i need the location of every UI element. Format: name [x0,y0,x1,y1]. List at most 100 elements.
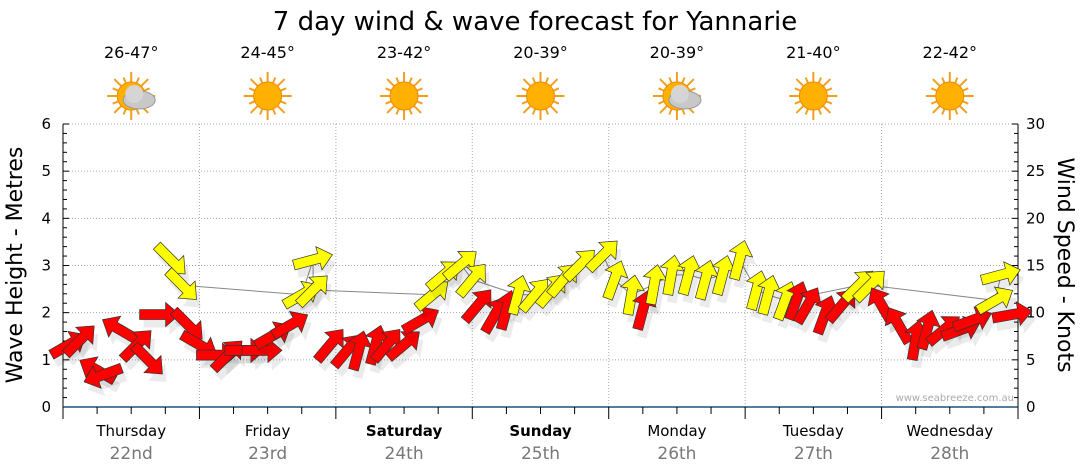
cloud-puff [670,85,689,103]
wind-arrow [974,286,1014,316]
day-label: Friday [245,422,291,440]
partly-cloudy-icon [652,72,702,120]
wind-arrow [460,289,492,325]
sun-ray [548,104,559,114]
sun-disc [798,81,828,111]
sunny-icon [925,72,974,120]
cloud-puff [125,85,144,103]
wind-arrow [728,240,754,281]
sun-disc [389,81,419,111]
wind-arrow [441,251,477,282]
wind-arrow [757,274,782,316]
arrow-shadow [459,272,490,307]
left-tick-label: 5 [41,162,51,180]
sun-ray [113,78,123,88]
wind-arrow [694,259,720,301]
right-axis-label: Wind Speed - Knots [1052,157,1077,372]
sun-ray [412,78,422,88]
day-label: Sunday [509,422,572,440]
date-label: 22nd [110,444,153,464]
day-label: Thursday [95,422,166,440]
wind-arrow [61,325,95,359]
sun-disc [253,81,283,111]
sun-ray [821,78,832,88]
wind-arrow [584,240,618,274]
wind-arrow [385,331,420,362]
sun-ray [958,104,968,114]
sun-ray [659,104,669,114]
temp-range: 22-42° [923,43,978,62]
sun-disc [526,81,555,111]
sun-ray [932,78,942,88]
wind-arrow [506,274,532,316]
sun-disc [935,81,965,111]
date-label: 24th [385,444,424,464]
sunny-icon [380,72,429,120]
sun-ray [412,104,422,114]
arrow-shadow [829,297,859,332]
right-tick-label: 15 [1026,257,1045,275]
sun-ray [249,104,260,114]
arrow-shadow [550,272,581,307]
sun-ray [276,104,286,114]
date-label: 28th [930,444,969,464]
left-tick-label: 3 [41,257,51,275]
date-label: 23rd [248,444,287,464]
temp-range: 23-42° [377,43,432,62]
left-tick-label: 1 [41,351,51,369]
sun-ray [659,78,669,88]
right-tick-label: 20 [1026,209,1045,227]
right-tick-label: 5 [1026,351,1036,369]
date-label: 27th [794,444,833,464]
sunny-icon [516,72,565,120]
wind-arrow [642,264,668,306]
wind-arrow [792,287,822,326]
left-tick-label: 4 [41,209,51,227]
wind-arrow [270,311,309,340]
watermark: www.seabreeze.com.au [896,393,1014,404]
sun-ray [276,78,286,88]
day-label: Tuesday [782,422,844,440]
sun-ray [386,78,396,88]
sun-ray [795,104,805,114]
wind-arrow [139,301,181,328]
wind-arrow [294,275,328,309]
wind-arrow [400,306,439,336]
left-axis-label: Wave Height - Metres [3,147,28,384]
wind-arrow [884,307,914,346]
arrow-shadow [317,337,348,372]
sunny-icon [243,72,292,120]
wind-arrow [659,254,685,296]
date-label: 25th [521,444,560,464]
left-tick-label: 2 [41,304,51,322]
day-label: Monday [647,422,706,440]
sun-ray [522,104,533,114]
sun-ray [386,104,396,114]
temp-range: 20-39° [650,43,705,62]
day-label: Saturday [366,422,443,440]
wind-arrow [455,263,486,299]
sun-ray [932,104,942,114]
wind-arrow [369,329,401,364]
wind-arrow [711,255,737,296]
temp-range: 20-39° [513,43,568,62]
sun-ray [821,104,832,114]
left-tick-label: 6 [41,115,51,133]
wind-arrow [602,260,629,301]
right-tick-label: 0 [1026,398,1036,416]
wind-arrow [292,246,333,271]
wind-arrow [812,295,839,336]
left-tick-label: 0 [41,398,51,416]
right-tick-label: 30 [1026,115,1045,133]
wind-arrow [852,270,885,304]
chart-title: 7 day wind & wave forecast for Yannarie [273,7,797,37]
wind-arrow [619,274,646,316]
sun-ray [249,78,260,88]
wind-arrow [164,267,197,300]
sun-ray [522,78,533,88]
right-tick-label: 25 [1026,162,1045,180]
temp-range: 26-47° [104,43,159,62]
sun-ray [113,104,123,114]
